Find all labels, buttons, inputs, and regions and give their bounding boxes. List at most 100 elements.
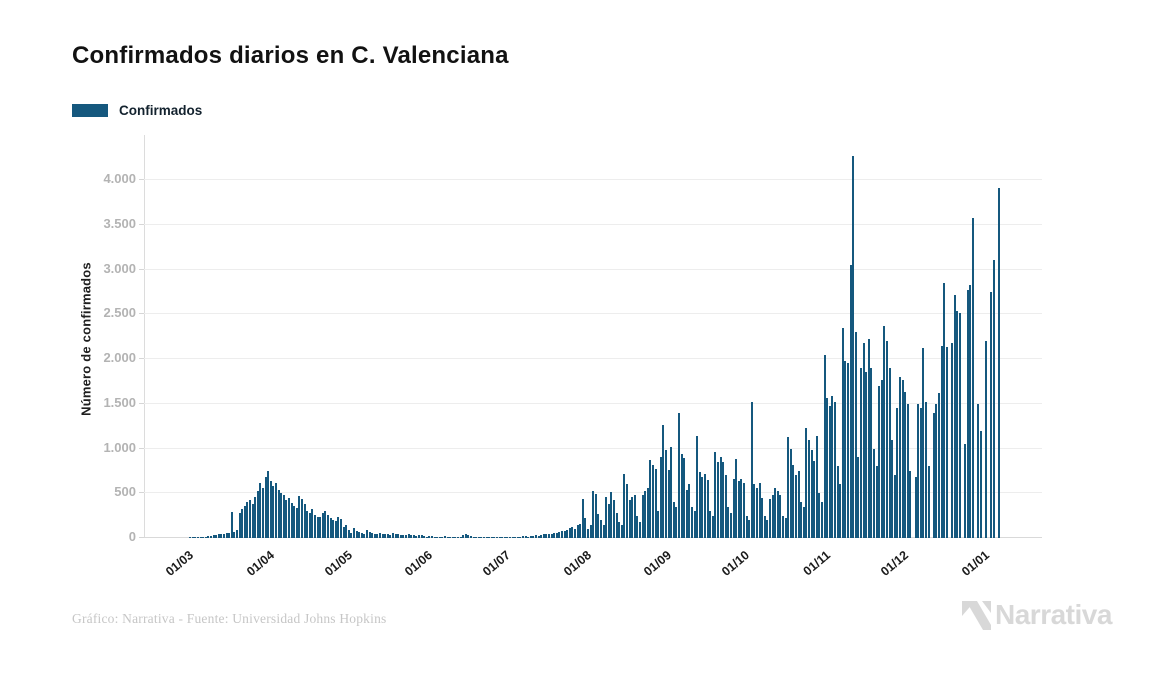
bar <box>498 537 501 538</box>
bar <box>597 513 600 538</box>
bar <box>704 473 707 538</box>
bar <box>943 282 946 538</box>
bar <box>555 533 558 538</box>
bar <box>262 487 265 538</box>
bar <box>717 461 720 538</box>
bar <box>389 534 392 538</box>
bar <box>444 536 447 538</box>
bar <box>670 446 673 538</box>
bar <box>880 380 883 538</box>
bar <box>672 502 675 538</box>
bar <box>914 477 917 538</box>
x-tick-label: 01/01 <box>958 548 992 579</box>
gridline <box>144 313 1042 315</box>
y-tick-mark <box>139 313 144 315</box>
bar <box>194 537 197 538</box>
y-tick-mark <box>139 179 144 180</box>
bar <box>927 466 930 538</box>
bar <box>316 516 319 538</box>
bar <box>620 524 623 538</box>
bar <box>285 499 288 538</box>
gridline <box>144 402 1042 404</box>
bar <box>212 535 215 538</box>
bar <box>592 490 595 538</box>
bar <box>886 341 889 538</box>
bar <box>191 537 194 538</box>
bar <box>667 469 670 538</box>
bar <box>870 367 873 538</box>
bar <box>992 259 995 538</box>
bar <box>750 401 753 538</box>
bar <box>480 537 483 538</box>
bar <box>631 496 634 538</box>
bar <box>451 537 454 538</box>
bar <box>402 534 405 538</box>
bar <box>282 495 285 538</box>
bar <box>810 450 813 538</box>
bar <box>509 537 512 538</box>
bar <box>342 527 345 538</box>
bar <box>867 339 870 538</box>
bar <box>236 529 239 538</box>
bar <box>646 487 649 538</box>
bar <box>873 448 876 538</box>
gridline <box>144 223 1042 225</box>
bar <box>350 532 353 538</box>
bar <box>217 534 220 538</box>
y-tick-label: 1.500 <box>103 394 136 410</box>
bar <box>503 537 506 538</box>
bar <box>607 504 610 538</box>
bar <box>446 536 449 538</box>
bar <box>626 484 629 538</box>
bar <box>394 533 397 538</box>
bar <box>964 444 967 538</box>
bar <box>506 536 509 538</box>
bar <box>477 536 480 538</box>
bar <box>732 478 735 538</box>
bar <box>740 478 743 538</box>
bar <box>893 475 896 538</box>
bar <box>563 531 566 538</box>
bar <box>919 408 922 538</box>
bar <box>433 536 436 538</box>
bar <box>293 505 296 538</box>
bar <box>789 448 792 538</box>
bar <box>337 517 340 538</box>
bar <box>358 531 361 538</box>
bar <box>436 537 439 538</box>
y-tick-mark <box>139 402 144 404</box>
bar <box>605 496 608 538</box>
bar <box>524 536 527 538</box>
bar <box>644 491 647 538</box>
bar <box>368 531 371 538</box>
bar <box>516 537 519 538</box>
x-tick-label: 01/09 <box>641 548 675 579</box>
bar <box>714 452 717 538</box>
bar <box>496 537 499 538</box>
y-tick-label: 4.000 <box>103 171 136 186</box>
bar <box>938 393 941 538</box>
bar <box>836 466 839 538</box>
bar <box>779 495 782 538</box>
bar <box>623 473 626 538</box>
bar <box>269 480 272 538</box>
bar <box>381 533 384 538</box>
bar <box>308 512 311 538</box>
bar <box>875 466 878 538</box>
bar <box>683 458 686 538</box>
bar <box>553 532 556 538</box>
bar <box>311 509 314 538</box>
bar <box>223 533 226 538</box>
bar <box>379 532 382 538</box>
bar <box>327 514 330 538</box>
y-axis-title: Número de confirmados <box>78 262 94 416</box>
bar <box>969 284 972 538</box>
bar <box>488 536 491 538</box>
bar <box>532 535 535 538</box>
bar <box>951 342 954 538</box>
bar <box>860 367 863 538</box>
bar <box>574 529 577 538</box>
bar <box>548 534 551 538</box>
bar <box>815 435 818 538</box>
bar <box>511 536 514 538</box>
